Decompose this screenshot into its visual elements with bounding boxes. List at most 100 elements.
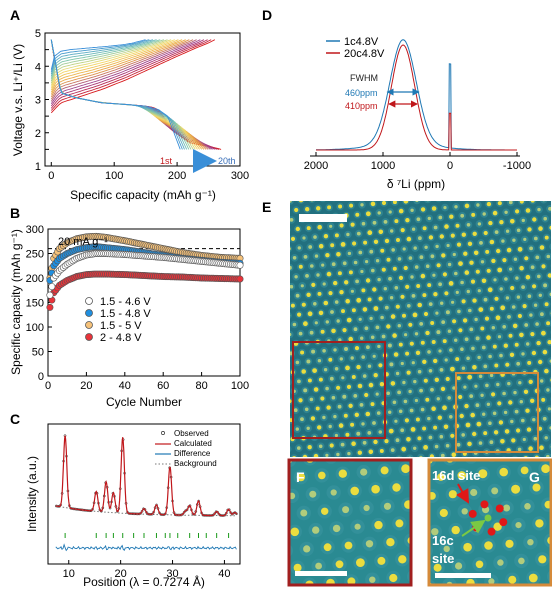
lattice-atom xyxy=(408,256,413,260)
lattice-atom xyxy=(488,421,492,426)
lattice-halo xyxy=(280,388,288,396)
lattice-atom xyxy=(460,280,464,285)
lattice-atom xyxy=(374,520,383,530)
c-xtick-label: 10 xyxy=(63,568,75,580)
lattice-atom xyxy=(347,577,356,585)
lattice-atom xyxy=(292,255,297,260)
lattice-atom xyxy=(439,434,444,439)
a-charge-curve xyxy=(50,39,172,86)
lattice-atom xyxy=(445,376,450,382)
lattice-atom xyxy=(290,218,294,222)
lattice-atom xyxy=(338,469,347,478)
lattice-halo xyxy=(429,544,433,557)
lattice-atom xyxy=(512,323,518,329)
lattice-atom xyxy=(485,249,490,254)
lattice-atom xyxy=(503,191,507,195)
lattice-atom xyxy=(318,310,324,316)
lattice-atom xyxy=(464,403,469,409)
lattice-atom xyxy=(505,229,510,233)
lattice-atom xyxy=(534,455,539,457)
lattice-atom xyxy=(509,267,513,271)
lattice-atom xyxy=(297,446,301,450)
lattice-atom xyxy=(507,381,511,386)
lattice-atom xyxy=(318,377,323,382)
c-legend-label: Background xyxy=(174,459,217,468)
lattice-atom xyxy=(447,262,452,267)
lattice-atom xyxy=(431,528,439,536)
lattice-atom xyxy=(367,364,372,368)
a-ytick-label: 4 xyxy=(35,61,41,73)
lattice-atom xyxy=(506,247,512,253)
lattice-atom xyxy=(476,203,480,207)
c-legend-label: Calculated xyxy=(174,439,212,448)
lattice-atom xyxy=(280,237,285,242)
lattice-atom xyxy=(345,365,350,371)
lattice-halo xyxy=(547,424,551,432)
panel-f: F xyxy=(287,458,413,587)
lattice-atom xyxy=(442,339,447,344)
lattice-atom xyxy=(463,251,468,256)
lattice-atom xyxy=(474,384,478,388)
lattice-halo xyxy=(547,357,551,365)
lattice-atom xyxy=(380,248,385,253)
lattice-atom xyxy=(461,366,466,370)
b-ytick-label: 250 xyxy=(26,249,44,261)
lattice-atom xyxy=(419,388,423,393)
lattice-atom xyxy=(454,338,458,342)
lattice-atom xyxy=(285,295,289,299)
lattice-halo xyxy=(332,201,336,202)
lattice-atom xyxy=(434,444,439,449)
c-calculated xyxy=(55,435,238,517)
lattice-atom xyxy=(457,471,467,480)
lattice-atom xyxy=(548,206,551,211)
lattice-atom xyxy=(544,302,549,307)
lattice-atom xyxy=(392,400,397,405)
a-charge-curve xyxy=(50,39,154,75)
lattice-halo xyxy=(479,191,487,199)
lattice-atom xyxy=(323,300,329,306)
b-point xyxy=(236,261,244,269)
panel-d: D 2000 1000 0 -1000 δ ⁷Li (ppm) 1c4.8V 20c4… xyxy=(262,7,531,191)
lattice-atom xyxy=(521,285,525,289)
lattice-halo xyxy=(523,188,531,196)
lattice-atom xyxy=(433,563,442,572)
lattice-atom xyxy=(397,257,402,261)
a-charge-curve xyxy=(50,39,179,91)
lattice-atom xyxy=(389,362,394,367)
lattice-atom xyxy=(448,196,451,199)
lattice-atom xyxy=(334,233,339,238)
lattice-halo xyxy=(550,264,551,268)
lattice-atom xyxy=(510,285,515,291)
lattice-halo xyxy=(290,312,292,319)
lattice-atom xyxy=(458,328,463,333)
lattice-atom xyxy=(500,439,505,444)
lattice-atom xyxy=(481,193,484,196)
a-charge-curve xyxy=(50,39,216,114)
lattice-atom xyxy=(363,504,370,512)
lattice-atom xyxy=(524,256,529,261)
lattice-atom xyxy=(278,419,282,423)
lattice-halo xyxy=(406,454,414,457)
a-ytick-label: 3 xyxy=(35,95,41,107)
lattice-atom xyxy=(283,209,287,213)
lattice-atom xyxy=(456,376,461,381)
panel-c-xlabel: Position (λ = 0.7274 Å) xyxy=(83,574,205,589)
lattice-atom xyxy=(504,277,508,281)
lattice-atom xyxy=(491,326,495,330)
lattice-atom xyxy=(356,231,361,236)
lattice-atom xyxy=(281,323,285,327)
lattice-atom xyxy=(301,369,307,374)
lattice-atom xyxy=(513,257,518,261)
lattice-atom xyxy=(317,425,322,430)
lattice-atom xyxy=(476,421,482,427)
lattice-atom xyxy=(530,332,535,337)
lattice-halo xyxy=(281,407,289,415)
lattice-atom xyxy=(538,359,543,365)
lattice-atom xyxy=(386,257,391,262)
lattice-atom xyxy=(341,376,345,380)
lattice-atom xyxy=(452,252,456,257)
lattice-atom xyxy=(338,338,342,342)
lattice-atom xyxy=(549,292,551,297)
lattice-atom xyxy=(491,258,496,264)
panel-c: C 10 20 30 40 ObservedCalculatedDifferenceB… xyxy=(10,411,241,589)
